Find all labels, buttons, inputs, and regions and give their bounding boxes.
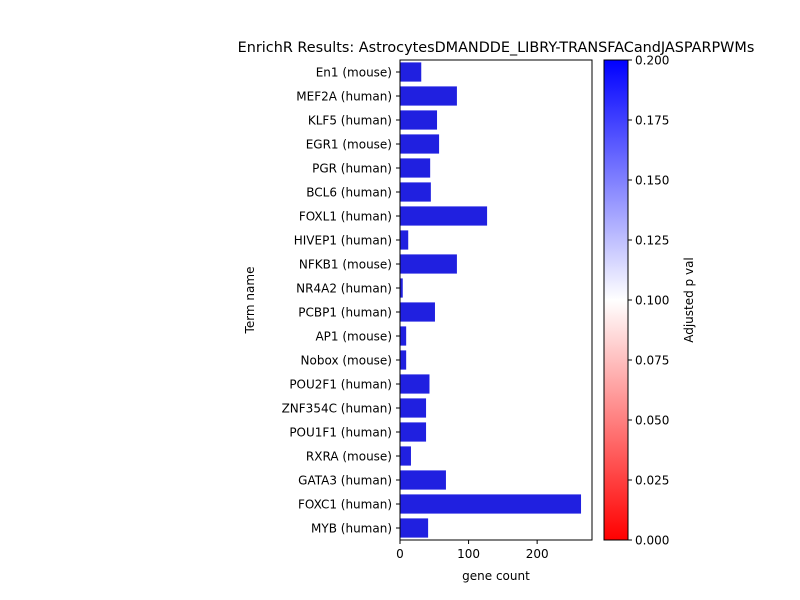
colorbar-tick-label: 0.175: [635, 114, 669, 128]
bar: [400, 86, 457, 106]
colorbar-tick-label: 0.100: [635, 294, 669, 308]
bars-layer: [400, 62, 582, 538]
colorbar-tick-label: 0.125: [635, 234, 669, 248]
y-tick-label: RXRA (mouse): [306, 450, 392, 464]
bar: [400, 470, 446, 490]
y-tick-label: HIVEP1 (human): [294, 234, 392, 248]
y-tick-label: MYB (human): [311, 522, 392, 536]
y-tick-label: BCL6 (human): [306, 186, 392, 200]
colorbar-tick-label: 0.150: [635, 174, 669, 188]
y-tick-label: FOXL1 (human): [299, 210, 392, 224]
bar: [400, 302, 435, 322]
bar: [400, 134, 440, 154]
bar: [400, 518, 429, 538]
x-tick-label: 100: [457, 547, 480, 561]
y-tick-label: GATA3 (human): [298, 474, 392, 488]
bar: [400, 326, 407, 346]
x-axis-label: gene count: [462, 569, 530, 583]
y-tick-label: FOXC1 (human): [298, 498, 392, 512]
colorbar-tick-label: 0.000: [635, 534, 669, 548]
x-tick-layer: 0 100 200: [396, 540, 549, 561]
y-tick-label: POU2F1 (human): [289, 378, 392, 392]
colorbar-tick-label: 0.200: [635, 54, 669, 68]
y-tick-label: NFKB1 (mouse): [299, 258, 392, 272]
y-tick-label: PGR (human): [312, 162, 392, 176]
bar: [400, 158, 431, 178]
chart-title: EnrichR Results: AstrocytesDMANDDE_LIBRY…: [238, 40, 755, 56]
y-tick-label: AP1 (mouse): [315, 330, 392, 344]
bar: [400, 398, 427, 418]
bar: [400, 350, 407, 370]
y-tick-layer: En1 (mouse) MEF2A (human) KLF5 (human) EGR1…: [282, 66, 400, 536]
y-tick-label: POU1F1 (human): [289, 426, 392, 440]
colorbar: [603, 59, 629, 541]
bar: [400, 374, 430, 394]
bar: [400, 254, 457, 274]
bar: [400, 230, 409, 250]
y-tick-label: KLF5 (human): [308, 114, 392, 128]
bar: [400, 110, 438, 130]
bar: [400, 446, 411, 466]
plot-frame: [399, 59, 593, 541]
y-tick-label: PCBP1 (human): [298, 306, 392, 320]
x-tick-label: 200: [526, 547, 549, 561]
colorbar-tick-label: 0.075: [635, 354, 669, 368]
bar: [400, 206, 488, 226]
colorbar-tick-label: 0.025: [635, 474, 669, 488]
y-tick-label: MEF2A (human): [296, 90, 392, 104]
colorbar-tick-layer: 0.000 0.025 0.050 0.075 0.100 0.125 0.150 0.175…: [628, 54, 669, 548]
x-tick-label: 0: [396, 547, 404, 561]
bar: [400, 182, 431, 202]
colorbar-label: Adjusted p val: [682, 257, 696, 343]
y-tick-label: Nobox (mouse): [301, 354, 392, 368]
y-axis-label: Term name: [243, 267, 257, 335]
y-tick-label: EGR1 (mouse): [306, 138, 392, 152]
y-tick-label: En1 (mouse): [316, 66, 392, 80]
y-tick-label: ZNF354C (human): [282, 402, 392, 416]
bar: [400, 62, 422, 82]
bar: [400, 494, 582, 514]
colorbar-tick-label: 0.050: [635, 414, 669, 428]
bar: [400, 422, 427, 442]
y-tick-label: NR4A2 (human): [296, 282, 392, 296]
bar: [400, 278, 403, 298]
